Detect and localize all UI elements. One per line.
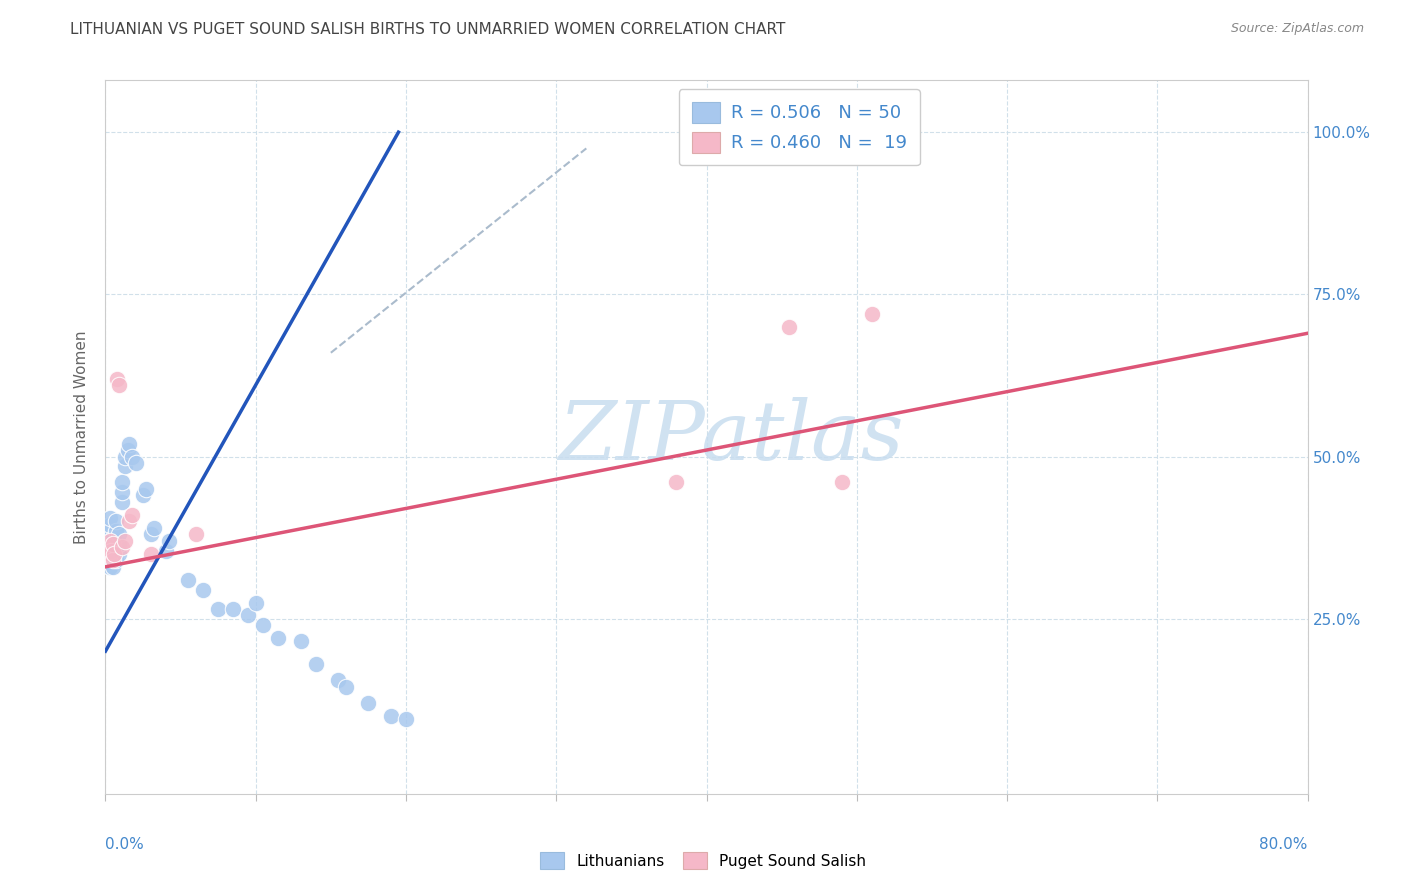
Point <box>98 524 121 538</box>
Point <box>121 450 143 464</box>
Text: Source: ZipAtlas.com: Source: ZipAtlas.com <box>1230 22 1364 36</box>
Point <box>395 712 418 726</box>
Y-axis label: Births to Unmarried Women: Births to Unmarried Women <box>75 330 90 544</box>
Point <box>108 378 131 392</box>
Point <box>108 527 131 541</box>
Point <box>98 547 121 561</box>
Point <box>252 618 274 632</box>
Point <box>157 533 180 548</box>
Point <box>114 459 136 474</box>
Point <box>114 533 136 548</box>
Point <box>357 696 380 710</box>
Point <box>104 515 127 529</box>
Point <box>104 543 127 558</box>
Point <box>114 450 136 464</box>
Point <box>191 582 214 597</box>
Point <box>207 602 229 616</box>
Point <box>118 515 141 529</box>
Point <box>108 537 131 551</box>
Point <box>135 482 157 496</box>
Point <box>177 573 200 587</box>
Point <box>98 511 121 525</box>
Point <box>104 533 127 548</box>
Point <box>139 547 162 561</box>
Point <box>101 541 124 555</box>
Point <box>139 527 162 541</box>
Point <box>101 531 124 545</box>
Point <box>101 537 124 551</box>
Point <box>98 533 121 548</box>
Point <box>831 475 853 490</box>
Legend: R = 0.506   N = 50, R = 0.460   N =  19: R = 0.506 N = 50, R = 0.460 N = 19 <box>679 89 920 165</box>
Text: 0.0%: 0.0% <box>105 837 145 852</box>
Point <box>155 543 177 558</box>
Point <box>98 543 121 558</box>
Point <box>103 547 125 561</box>
Point <box>328 673 350 688</box>
Point <box>238 608 260 623</box>
Point <box>98 531 121 545</box>
Point <box>290 634 312 648</box>
Point <box>121 508 143 522</box>
Point <box>267 631 290 645</box>
Point <box>101 553 124 567</box>
Point <box>101 559 124 574</box>
Point <box>111 485 134 500</box>
Point <box>101 550 124 565</box>
Point <box>305 657 328 672</box>
Point <box>222 602 245 616</box>
Point <box>108 547 131 561</box>
Point <box>860 307 883 321</box>
Point <box>98 559 121 574</box>
Point <box>778 319 800 334</box>
Point <box>104 553 127 567</box>
Point <box>124 456 146 470</box>
Text: 80.0%: 80.0% <box>1260 837 1308 852</box>
Point <box>98 537 121 551</box>
Point <box>335 680 357 694</box>
Point <box>132 488 155 502</box>
Point <box>97 541 120 555</box>
Point <box>380 709 402 723</box>
Point <box>118 436 141 450</box>
Point <box>111 475 134 490</box>
Legend: Lithuanians, Puget Sound Salish: Lithuanians, Puget Sound Salish <box>533 846 873 875</box>
Point <box>98 550 121 565</box>
Point <box>98 517 121 532</box>
Text: ZIPatlas: ZIPatlas <box>558 397 903 477</box>
Point <box>665 475 688 490</box>
Point <box>184 527 207 541</box>
Point <box>100 543 122 558</box>
Point <box>111 541 134 555</box>
Point <box>117 443 139 458</box>
Point <box>245 595 267 609</box>
Point <box>104 524 127 538</box>
Point <box>107 372 129 386</box>
Point <box>142 521 165 535</box>
Text: LITHUANIAN VS PUGET SOUND SALISH BIRTHS TO UNMARRIED WOMEN CORRELATION CHART: LITHUANIAN VS PUGET SOUND SALISH BIRTHS … <box>70 22 786 37</box>
Point <box>111 495 134 509</box>
